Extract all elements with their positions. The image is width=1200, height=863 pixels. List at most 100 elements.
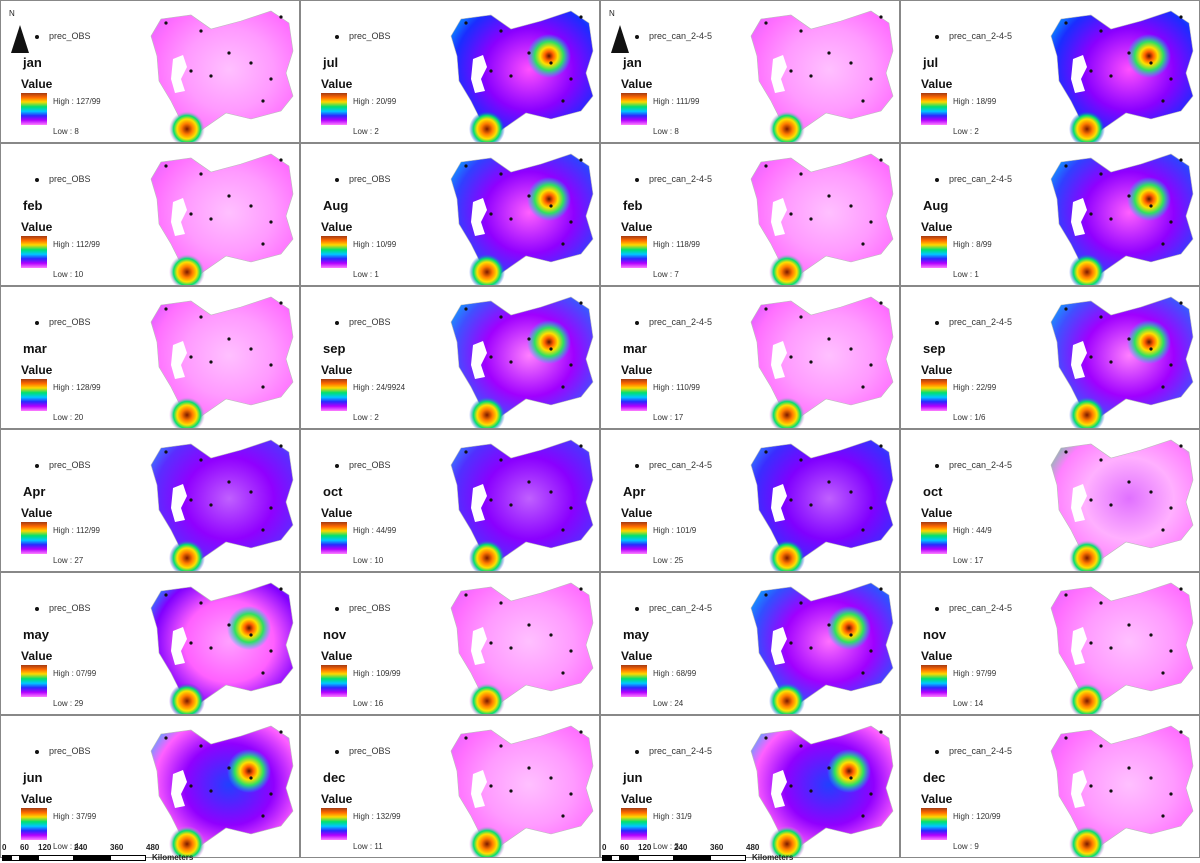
- high-value: High : 07/99: [53, 669, 97, 678]
- point-label: prec_OBS: [349, 746, 391, 756]
- scale-tick-label: 60: [20, 843, 29, 852]
- map-panel: prec_OBS jun Value High : 37/99 Low : 4: [0, 715, 300, 858]
- high-value: High : 8/99: [953, 240, 992, 249]
- month-label: jul: [923, 55, 939, 70]
- low-value: Low : 2: [353, 413, 379, 422]
- map-panel: prec_can_2-4-5 sep Value High : 22/99 Low : …: [900, 286, 1200, 429]
- color-ramp: [921, 379, 947, 411]
- value-label: Value: [621, 77, 653, 91]
- high-value: High : 24/9924: [353, 383, 406, 392]
- month-label: jan: [623, 55, 642, 70]
- precipitation-map: [450, 10, 594, 142]
- color-ramp: [321, 93, 347, 125]
- point-legend: prec_OBS: [335, 603, 391, 613]
- precipitation-map: [750, 439, 894, 571]
- point-label: prec_can_2-4-5: [949, 460, 1013, 470]
- point-legend: prec_can_2-4-5: [635, 746, 712, 756]
- station-point-icon: [35, 320, 39, 325]
- map-legend: prec_can_2-4-5 jul Value High : 18/99 Low : …: [913, 23, 1063, 142]
- high-value: High : 97/99: [953, 669, 997, 678]
- high-value: High : 44/9: [953, 526, 992, 535]
- high-value: High : 112/99: [53, 240, 100, 249]
- month-label: jul: [323, 55, 339, 70]
- scale-tick-label: 120: [638, 843, 652, 852]
- low-value: Low : 29: [53, 699, 84, 708]
- point-legend: prec_OBS: [35, 31, 91, 41]
- precipitation-map: [750, 10, 894, 142]
- point-legend: prec_OBS: [335, 746, 391, 756]
- point-legend: prec_OBS: [35, 603, 91, 613]
- high-value: High : 128/99: [53, 383, 101, 392]
- precipitation-map: [750, 725, 894, 857]
- point-legend: prec_OBS: [335, 174, 391, 184]
- value-label: Value: [621, 506, 653, 520]
- station-point-icon: [935, 463, 939, 468]
- value-label: Value: [21, 506, 53, 520]
- point-label: prec_can_2-4-5: [949, 746, 1013, 756]
- point-label: prec_OBS: [49, 174, 91, 184]
- high-value: High : 68/99: [653, 669, 697, 678]
- point-label: prec_OBS: [49, 603, 91, 613]
- value-label: Value: [21, 77, 53, 91]
- color-ramp: [921, 808, 947, 840]
- month-label: dec: [923, 770, 946, 785]
- precipitation-map: [750, 582, 894, 714]
- point-legend: prec_can_2-4-5: [935, 317, 1012, 327]
- north-label: N: [9, 9, 15, 18]
- point-legend: prec_can_2-4-5: [935, 746, 1012, 756]
- scale-tick-label: 240: [674, 843, 688, 852]
- point-legend: prec_OBS: [335, 317, 391, 327]
- map-legend: prec_OBS Apr Value High : 112/99 Low : 27: [13, 452, 163, 571]
- map-legend: prec_can_2-4-5 jan Value High : 111/99 Low :…: [613, 23, 763, 142]
- map-legend: prec_OBS jul Value High : 20/99 Low : 2: [313, 23, 463, 142]
- month-label: oct: [323, 484, 343, 499]
- value-label: Value: [921, 363, 953, 377]
- station-point-icon: [35, 463, 39, 468]
- low-value: Low : 4: [53, 842, 79, 851]
- high-value: High : 18/99: [953, 97, 997, 106]
- map-legend: prec_can_2-4-5 mar Value High : 110/99 Low :…: [613, 309, 763, 428]
- map-panel: prec_can_2-4-5 feb Value High : 118/99 Low :…: [600, 143, 900, 286]
- point-label: prec_OBS: [49, 460, 91, 470]
- point-legend: prec_OBS: [35, 317, 91, 327]
- color-ramp: [321, 808, 347, 840]
- precipitation-map: [450, 582, 594, 714]
- precipitation-map: [150, 10, 294, 142]
- high-value: High : 37/99: [53, 812, 97, 821]
- point-label: prec_OBS: [349, 174, 391, 184]
- value-label: Value: [321, 363, 353, 377]
- map-panel: prec_OBS feb Value High : 112/99 Low : 10: [0, 143, 300, 286]
- high-value: High : 120/99: [953, 812, 1001, 821]
- month-label: Aug: [923, 198, 949, 213]
- map-legend: prec_can_2-4-5 dec Value High : 120/99 Low :…: [913, 738, 1063, 857]
- scale-tick-label: 240: [74, 843, 88, 852]
- station-point-icon: [35, 34, 39, 39]
- precipitation-map: [1050, 725, 1194, 857]
- month-label: nov: [323, 627, 347, 642]
- map-legend: prec_OBS may Value High : 07/99 Low : 29: [13, 595, 163, 714]
- map-legend: prec_OBS feb Value High : 112/99 Low : 10: [13, 166, 163, 285]
- point-legend: prec_OBS: [35, 746, 91, 756]
- high-value: High : 31/9: [653, 812, 692, 821]
- low-value: Low : 24: [653, 699, 684, 708]
- map-legend: prec_can_2-4-5 oct Value High : 44/9 Low : 1…: [913, 452, 1063, 571]
- point-legend: prec_can_2-4-5: [935, 603, 1012, 613]
- month-label: sep: [923, 341, 946, 356]
- precipitation-map: [150, 725, 294, 857]
- map-panel: prec_can_2-4-5 Aug Value High : 8/99 Low : 1: [900, 143, 1200, 286]
- station-point-icon: [335, 320, 339, 325]
- low-value: Low : 16: [353, 699, 384, 708]
- station-point-icon: [635, 463, 639, 468]
- station-point-icon: [335, 463, 339, 468]
- precipitation-map: [150, 582, 294, 714]
- map-legend: prec_OBS oct Value High : 44/99 Low : 10: [313, 452, 463, 571]
- precipitation-map: [450, 439, 594, 571]
- month-label: feb: [23, 198, 43, 213]
- month-label: Apr: [623, 484, 646, 499]
- high-value: High : 20/99: [353, 97, 397, 106]
- station-point-icon: [335, 34, 339, 39]
- point-label: prec_can_2-4-5: [649, 603, 713, 613]
- map-panel: prec_OBS sep Value High : 24/9924 Low : 2: [300, 286, 600, 429]
- value-label: Value: [321, 506, 353, 520]
- point-label: prec_can_2-4-5: [949, 174, 1013, 184]
